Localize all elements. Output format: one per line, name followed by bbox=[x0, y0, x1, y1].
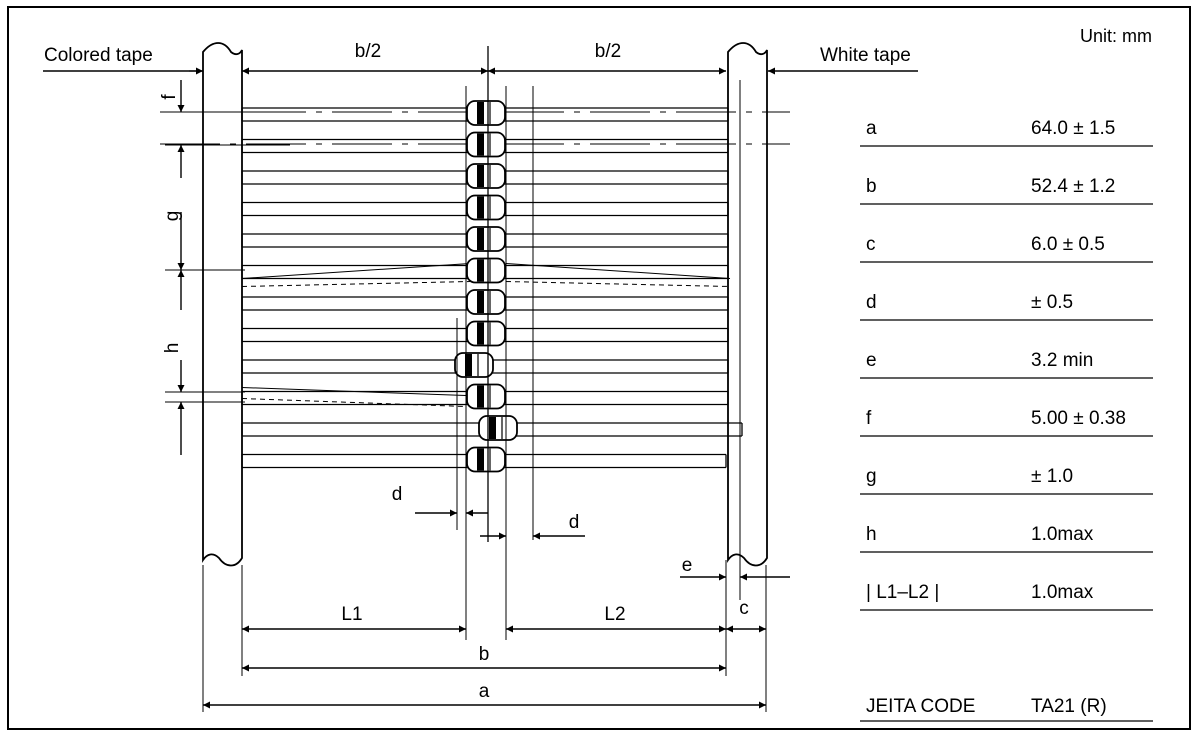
e-label: e bbox=[682, 555, 693, 576]
component-band bbox=[477, 448, 484, 471]
spec-symbol: d bbox=[866, 292, 877, 313]
tilt-line bbox=[505, 263, 731, 279]
component-body bbox=[466, 383, 506, 410]
component-band bbox=[477, 196, 484, 219]
component-band bbox=[477, 133, 484, 156]
component-band bbox=[489, 417, 496, 439]
d-right-label: d bbox=[569, 512, 580, 533]
L2-label: L2 bbox=[604, 604, 625, 625]
outer-frame bbox=[7, 6, 1191, 730]
component-body bbox=[454, 352, 494, 378]
component-band bbox=[465, 354, 472, 376]
h-label: h bbox=[162, 343, 183, 354]
spec-value: 64.0 ± 1.5 bbox=[1031, 118, 1115, 139]
d-left-label: d bbox=[392, 484, 403, 505]
spec-symbol: | L1–L2 | bbox=[866, 582, 939, 603]
spec-symbol: c bbox=[866, 234, 876, 255]
component-body bbox=[466, 320, 506, 347]
spec-value: 1.0max bbox=[1031, 582, 1094, 603]
spec-value: 6.0 ± 0.5 bbox=[1031, 234, 1105, 255]
spec-table: a 64.0 ± 1.5 b 52.4 ± 1.2 c 6.0 ± 0.5 d ± 0.5 e 3… bbox=[860, 118, 1153, 722]
component-band bbox=[477, 165, 484, 187]
components bbox=[454, 100, 518, 473]
spec-value: 52.4 ± 1.2 bbox=[1031, 176, 1115, 197]
L1-label: L1 bbox=[341, 604, 362, 625]
component-body bbox=[466, 100, 506, 126]
component-body bbox=[478, 415, 518, 441]
component-body bbox=[466, 226, 506, 252]
tilt-line-dashed bbox=[241, 281, 471, 287]
component-band bbox=[477, 228, 484, 250]
component-band bbox=[477, 291, 484, 313]
c-label: c bbox=[739, 598, 749, 619]
b-half-left-label: b/2 bbox=[355, 41, 381, 62]
spec-symbol: f bbox=[866, 408, 872, 429]
spec-value: ± 0.5 bbox=[1031, 292, 1073, 313]
white-tape-label: White tape bbox=[820, 45, 911, 66]
spec-value: ± 1.0 bbox=[1031, 466, 1073, 487]
tilt-line bbox=[241, 387, 467, 396]
b-half-right-label: b/2 bbox=[595, 41, 621, 62]
jeita-label: JEITA CODE bbox=[866, 696, 975, 717]
colored-tape-label: Colored tape bbox=[44, 45, 153, 66]
component-band bbox=[477, 385, 484, 408]
component-band bbox=[477, 259, 484, 282]
component-band bbox=[477, 102, 484, 124]
component-leads bbox=[160, 107, 790, 469]
a-label: a bbox=[479, 681, 490, 702]
component-band bbox=[477, 322, 484, 345]
component-body bbox=[466, 257, 506, 284]
tilt-line-dashed bbox=[505, 281, 731, 287]
component-body bbox=[466, 446, 506, 473]
white-tape bbox=[727, 42, 768, 567]
tilt-line bbox=[241, 263, 471, 279]
spec-symbol: h bbox=[866, 524, 877, 545]
spec-symbol: a bbox=[866, 118, 877, 139]
component-body bbox=[466, 163, 506, 189]
b-label: b bbox=[479, 644, 490, 665]
spec-value: 1.0max bbox=[1031, 524, 1094, 545]
g-label: g bbox=[162, 211, 183, 222]
unit-label: Unit: mm bbox=[1080, 26, 1152, 46]
spec-value: 5.00 ± 0.38 bbox=[1031, 408, 1126, 429]
component-body bbox=[466, 131, 506, 158]
spec-value: 3.2 min bbox=[1031, 350, 1093, 371]
tilt-line-dashed bbox=[241, 398, 467, 407]
jeita-value: TA21 (R) bbox=[1031, 696, 1107, 717]
spec-symbol: g bbox=[866, 466, 877, 487]
component-body bbox=[466, 289, 506, 315]
spec-symbol: b bbox=[866, 176, 877, 197]
f-label: f bbox=[159, 94, 180, 100]
colored-tape bbox=[202, 42, 243, 567]
component-body bbox=[466, 194, 506, 221]
spec-symbol: e bbox=[866, 350, 877, 371]
